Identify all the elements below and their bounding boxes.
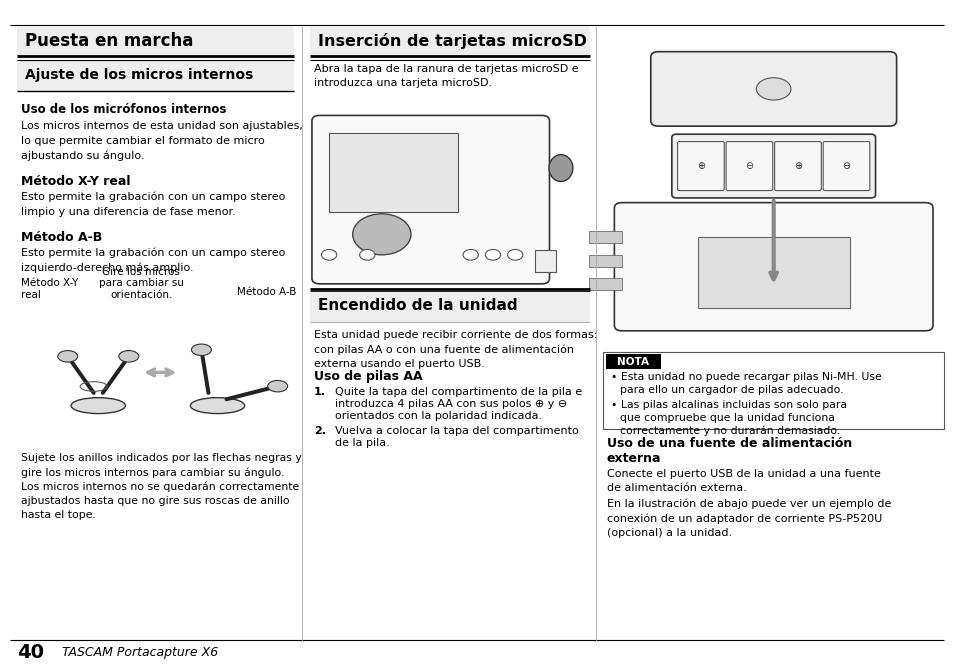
Text: Uso de pilas AA: Uso de pilas AA bbox=[314, 370, 422, 383]
Ellipse shape bbox=[549, 155, 572, 182]
Circle shape bbox=[321, 250, 336, 260]
Text: Método X-Y
real: Método X-Y real bbox=[21, 278, 78, 300]
Text: Esto permite la grabación con un campo stereo
izquierdo-derecho más amplio.: Esto permite la grabación con un campo s… bbox=[21, 248, 285, 273]
Text: Vuelva a colocar la tapa del compartimento: Vuelva a colocar la tapa del compartimen… bbox=[335, 426, 578, 436]
Text: ⊕: ⊕ bbox=[696, 161, 704, 171]
Text: Encendido de la unidad: Encendido de la unidad bbox=[317, 298, 517, 313]
Ellipse shape bbox=[268, 380, 288, 392]
Text: ⊖: ⊖ bbox=[744, 161, 753, 171]
Text: que compruebe que la unidad funciona: que compruebe que la unidad funciona bbox=[619, 413, 834, 423]
Text: Conecte el puerto USB de la unidad a una fuente
de alimentación externa.
En la i: Conecte el puerto USB de la unidad a una… bbox=[606, 469, 890, 538]
Text: externa: externa bbox=[606, 452, 660, 465]
Text: • Esta unidad no puede recargar pilas Ni-MH. Use: • Esta unidad no puede recargar pilas Ni… bbox=[610, 372, 881, 382]
Text: Sujete los anillos indicados por las flechas negras y
gire los micros internos p: Sujete los anillos indicados por las fle… bbox=[21, 453, 301, 521]
Text: Puesta en marcha: Puesta en marcha bbox=[25, 32, 193, 50]
Text: Abra la tapa de la ranura de tarjetas microSD e
introduzca una tarjeta microSD.: Abra la tapa de la ranura de tarjetas mi… bbox=[314, 64, 578, 88]
Text: introduzca 4 pilas AA con sus polos ⊕ y ⊖: introduzca 4 pilas AA con sus polos ⊕ y … bbox=[335, 399, 566, 409]
FancyBboxPatch shape bbox=[725, 142, 772, 191]
Text: ⊖: ⊖ bbox=[841, 161, 850, 171]
Text: Uso de los micrófonos internos: Uso de los micrófonos internos bbox=[21, 103, 226, 115]
Ellipse shape bbox=[192, 344, 212, 356]
Text: Esto permite la grabación con un campo stereo
limpio y una diferencia de fase me: Esto permite la grabación con un campo s… bbox=[21, 192, 285, 217]
FancyBboxPatch shape bbox=[774, 142, 821, 191]
FancyBboxPatch shape bbox=[650, 52, 896, 126]
FancyBboxPatch shape bbox=[312, 115, 549, 284]
Ellipse shape bbox=[190, 398, 244, 413]
FancyBboxPatch shape bbox=[671, 134, 875, 198]
Bar bbox=[588, 231, 621, 244]
Bar bbox=[588, 254, 621, 266]
Circle shape bbox=[507, 250, 522, 260]
Text: orientados con la polaridad indicada.: orientados con la polaridad indicada. bbox=[335, 411, 541, 421]
Bar bbox=[535, 250, 556, 272]
Bar bbox=[698, 238, 849, 308]
Text: NOTA: NOTA bbox=[617, 357, 649, 366]
Text: Ajuste de los micros internos: Ajuste de los micros internos bbox=[25, 68, 253, 82]
Text: Quite la tapa del compartimento de la pila e: Quite la tapa del compartimento de la pi… bbox=[335, 387, 581, 397]
Ellipse shape bbox=[119, 350, 138, 362]
Ellipse shape bbox=[58, 350, 77, 362]
Text: 2.: 2. bbox=[314, 426, 326, 436]
Text: 40: 40 bbox=[17, 643, 44, 662]
Bar bbox=[17, 60, 294, 91]
Bar bbox=[17, 27, 294, 56]
Circle shape bbox=[485, 250, 500, 260]
Text: Método A-B: Método A-B bbox=[236, 287, 295, 297]
Bar bbox=[310, 27, 589, 56]
Text: Esta unidad puede recibir corriente de dos formas:
con pilas AA o con una fuente: Esta unidad puede recibir corriente de d… bbox=[314, 330, 597, 369]
Text: correctamente y no durarán demasiado.: correctamente y no durarán demasiado. bbox=[619, 425, 840, 436]
Text: para ello un cargador de pilas adecuado.: para ello un cargador de pilas adecuado. bbox=[619, 385, 842, 395]
Ellipse shape bbox=[71, 398, 126, 413]
Circle shape bbox=[359, 250, 375, 260]
Circle shape bbox=[353, 214, 411, 255]
FancyBboxPatch shape bbox=[822, 142, 869, 191]
FancyBboxPatch shape bbox=[614, 203, 932, 331]
Bar bbox=[329, 134, 457, 212]
Text: Gire los micros
para cambiar su
orientación.: Gire los micros para cambiar su orientac… bbox=[98, 267, 184, 300]
Text: Los micros internos de esta unidad son ajustables,
lo que permite cambiar el for: Los micros internos de esta unidad son a… bbox=[21, 121, 302, 161]
Text: TASCAM Portacapture X6: TASCAM Portacapture X6 bbox=[62, 646, 218, 659]
FancyBboxPatch shape bbox=[677, 142, 723, 191]
Text: Uso de una fuente de alimentación: Uso de una fuente de alimentación bbox=[606, 437, 851, 450]
Bar bbox=[588, 278, 621, 290]
Circle shape bbox=[462, 250, 477, 260]
Text: Método X-Y real: Método X-Y real bbox=[21, 175, 131, 188]
Text: • Las pilas alcalinas incluidas son solo para: • Las pilas alcalinas incluidas son solo… bbox=[610, 400, 845, 410]
Ellipse shape bbox=[756, 78, 790, 100]
Bar bbox=[310, 289, 589, 322]
Text: de la pila.: de la pila. bbox=[335, 438, 389, 448]
Text: Método A-B: Método A-B bbox=[21, 231, 102, 244]
Bar bbox=[605, 354, 660, 369]
Text: 1.: 1. bbox=[314, 387, 326, 397]
Text: Inserción de tarjetas microSD: Inserción de tarjetas microSD bbox=[317, 34, 586, 49]
Text: ⊕: ⊕ bbox=[793, 161, 801, 171]
Bar bbox=[602, 352, 943, 429]
